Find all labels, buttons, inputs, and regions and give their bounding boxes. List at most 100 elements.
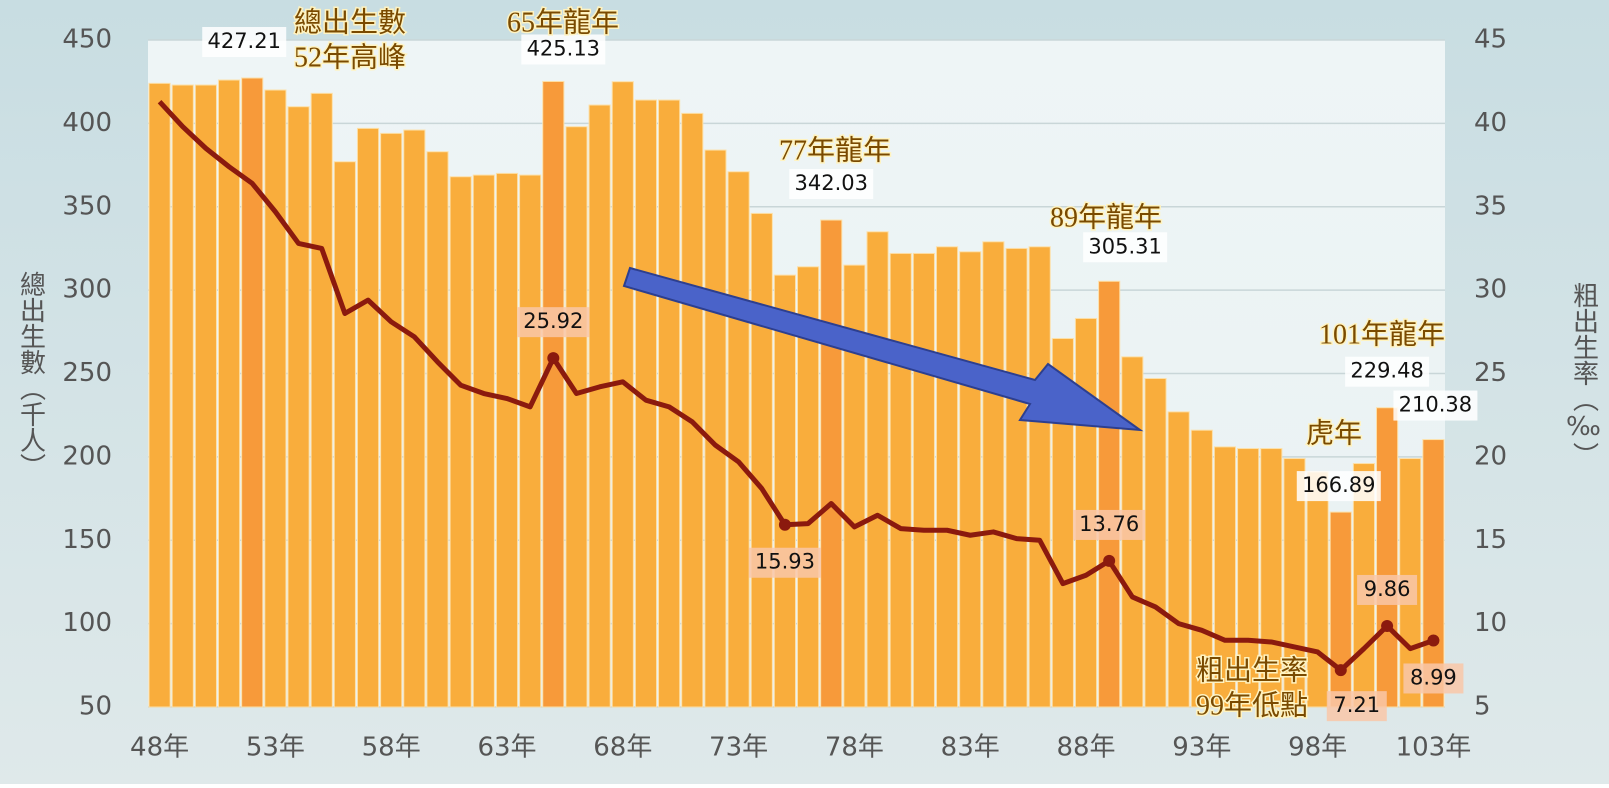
bar	[171, 84, 194, 708]
x-tick-label: 88年	[1056, 733, 1115, 763]
data-label-box	[1296, 471, 1381, 502]
y-tick-label: 300	[62, 275, 112, 305]
bar	[1144, 378, 1167, 708]
annotation: 77年龍年	[779, 134, 891, 166]
data-label-box	[1345, 356, 1430, 387]
bar	[1167, 411, 1190, 708]
data-label-box	[748, 547, 821, 578]
bar	[264, 89, 287, 708]
bar	[843, 264, 866, 708]
y-tick-label: 50	[79, 692, 112, 722]
bar	[611, 81, 634, 708]
bar	[519, 174, 542, 708]
bar	[333, 161, 356, 708]
data-label: 427.21	[207, 29, 280, 53]
bar	[704, 149, 727, 708]
data-label-box	[1326, 691, 1387, 722]
x-tick-label: 73年	[709, 733, 768, 763]
bar	[1190, 429, 1213, 708]
bar	[1028, 246, 1051, 708]
data-label: 425.13	[527, 36, 600, 60]
data-label: 305.31	[1088, 234, 1161, 258]
bar	[1376, 407, 1399, 708]
y2-tick-label: 20	[1474, 441, 1507, 471]
data-label: 210.38	[1399, 393, 1472, 417]
annotation: 粗出生率	[1196, 654, 1308, 686]
annotation: 總出生數	[294, 6, 406, 38]
annotation: 101年龍年	[1319, 318, 1445, 350]
bar	[982, 241, 1005, 708]
data-label-box	[1403, 663, 1464, 694]
bar	[217, 79, 241, 708]
x-tick-label: 68年	[593, 733, 652, 763]
data-label-box	[1357, 574, 1418, 605]
data-label: 25.92	[523, 309, 583, 333]
bar	[310, 92, 333, 708]
x-tick-label: 83年	[941, 733, 1000, 763]
bar	[727, 171, 750, 708]
y2-axis-label: 粗出生率（‰）	[1567, 282, 1600, 468]
bar	[797, 266, 820, 708]
bar	[912, 252, 935, 708]
data-label: 8.99	[1410, 665, 1457, 689]
y2-tick-label: 25	[1474, 358, 1507, 388]
bar	[495, 172, 519, 708]
y-tick-label: 250	[62, 358, 112, 388]
bar	[426, 151, 449, 708]
bar	[820, 219, 843, 708]
bar	[1098, 280, 1121, 708]
line-point	[1334, 664, 1347, 677]
line-point	[547, 352, 560, 365]
y-tick-label: 150	[62, 525, 112, 555]
line-point	[1103, 554, 1116, 567]
annotation: 52年高峰	[294, 41, 406, 73]
bar	[148, 82, 171, 708]
bar	[866, 231, 889, 708]
data-label: 229.48	[1350, 359, 1423, 383]
data-label-box	[789, 169, 874, 200]
data-label: 166.89	[1302, 473, 1375, 497]
y-tick-label: 200	[62, 441, 112, 471]
data-label-box	[1073, 509, 1146, 540]
data-label-box	[202, 27, 287, 58]
x-tick-label: 98年	[1288, 733, 1347, 763]
bar	[449, 176, 472, 708]
bar	[750, 212, 773, 708]
data-label: 9.86	[1364, 577, 1411, 601]
annotation: 99年低點	[1196, 689, 1308, 721]
data-label: 7.21	[1333, 693, 1380, 717]
y-tick-label: 350	[62, 191, 112, 221]
bar	[889, 252, 912, 708]
annotation: 虎年	[1306, 417, 1362, 449]
x-tick-label: 53年	[246, 733, 305, 763]
y2-tick-label: 40	[1474, 108, 1507, 138]
bar	[1329, 511, 1352, 708]
y2-tick-label: 5	[1474, 692, 1491, 722]
x-tick-label: 48年	[130, 733, 189, 763]
y2-tick-label: 15	[1474, 525, 1507, 555]
data-label-box	[1393, 390, 1478, 421]
line	[157, 99, 1435, 673]
data-label: 342.03	[794, 171, 867, 195]
data-label-box	[1083, 232, 1168, 263]
line-point	[1381, 619, 1394, 632]
x-tick-label: 78年	[825, 733, 884, 763]
bar	[241, 77, 264, 708]
line-point	[778, 518, 791, 531]
bar	[472, 174, 495, 708]
x-tick-label: 103年	[1396, 733, 1472, 763]
y-tick-label: 400	[62, 108, 112, 138]
y2-tick-label: 35	[1474, 191, 1507, 221]
bar	[356, 127, 380, 708]
bar	[1306, 471, 1329, 708]
y2-tick-label: 45	[1474, 25, 1507, 55]
x-tick-label: 93年	[1172, 733, 1231, 763]
x-tick-label: 58年	[362, 733, 421, 763]
bar	[380, 132, 403, 708]
trend-arrow	[622, 266, 1144, 432]
bar	[542, 80, 565, 708]
bar	[773, 274, 797, 708]
data-label: 15.93	[755, 550, 815, 574]
bar	[403, 129, 426, 708]
